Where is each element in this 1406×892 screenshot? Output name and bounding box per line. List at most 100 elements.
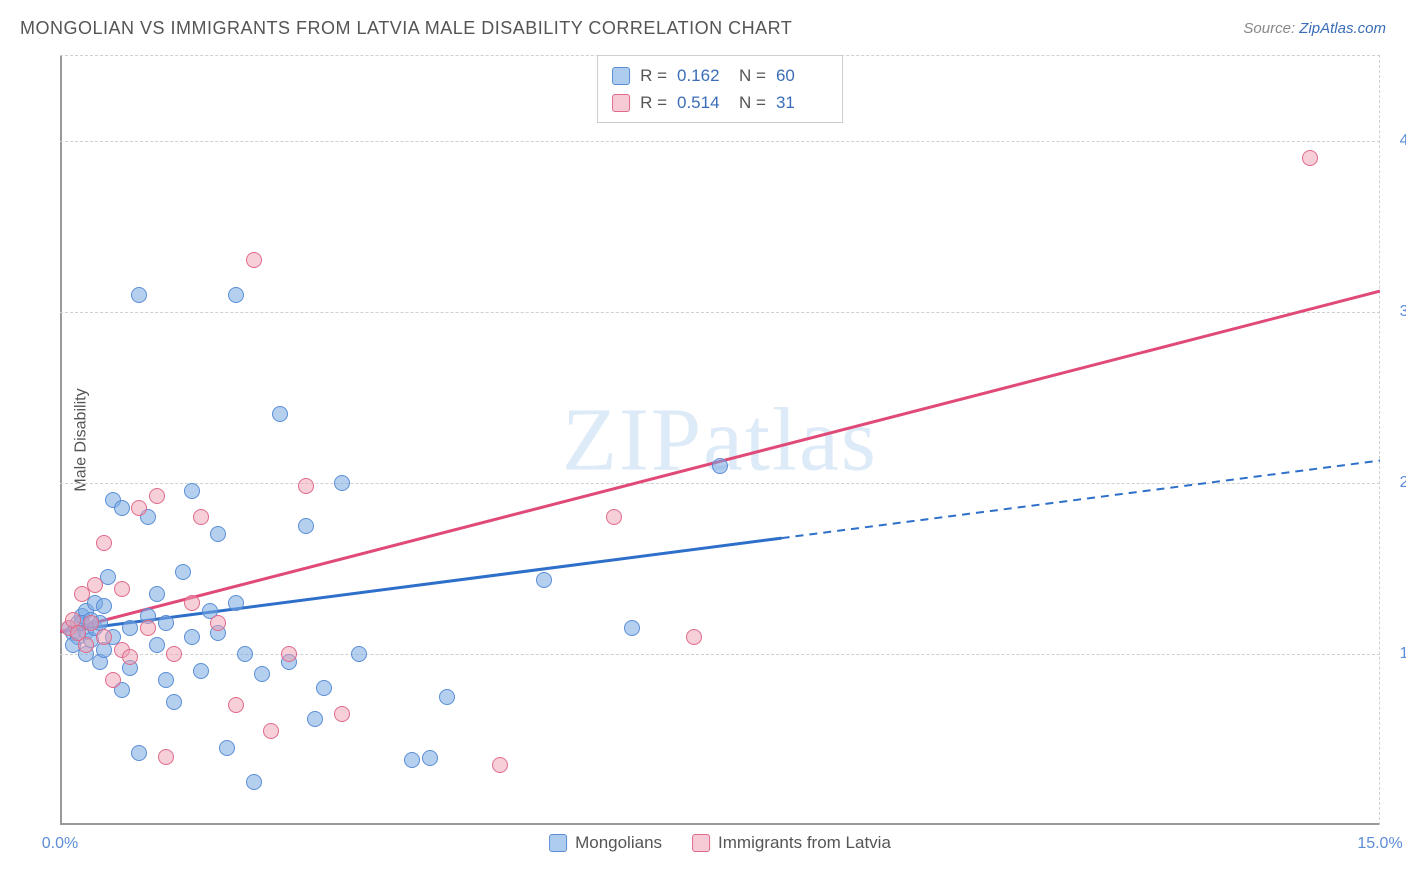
legend-stats-row: R = 0.514 N = 31 xyxy=(612,89,828,116)
data-point xyxy=(210,615,226,631)
scatter-plot: ZIPatlas R = 0.162 N = 60 R = 0.514 N = … xyxy=(60,55,1380,825)
watermark: ZIPatlas xyxy=(562,389,878,492)
data-point xyxy=(307,711,323,727)
data-point xyxy=(184,629,200,645)
legend-swatch-pink xyxy=(612,94,630,112)
data-point xyxy=(96,598,112,614)
data-point xyxy=(219,740,235,756)
data-point xyxy=(536,572,552,588)
data-point xyxy=(254,666,270,682)
chart-area: Male Disability ZIPatlas R = 0.162 N = 6… xyxy=(50,55,1380,825)
data-point xyxy=(263,723,279,739)
legend-stats: R = 0.162 N = 60 R = 0.514 N = 31 xyxy=(597,55,843,123)
data-point xyxy=(96,629,112,645)
legend-stats-row: R = 0.162 N = 60 xyxy=(612,62,828,89)
data-point xyxy=(83,615,99,631)
data-point xyxy=(334,706,350,722)
data-point xyxy=(298,478,314,494)
legend-r-value: 0.162 xyxy=(677,62,729,89)
data-point xyxy=(237,646,253,662)
chart-title: MONGOLIAN VS IMMIGRANTS FROM LATVIA MALE… xyxy=(20,18,792,39)
data-point xyxy=(184,483,200,499)
y-axis xyxy=(60,55,62,825)
legend-label: Mongolians xyxy=(575,833,662,853)
y-tick-label: 20.0% xyxy=(1400,474,1406,492)
data-point xyxy=(228,595,244,611)
data-point xyxy=(87,577,103,593)
legend-n-label: N = xyxy=(739,89,766,116)
data-point xyxy=(122,620,138,636)
data-point xyxy=(149,586,165,602)
y-tick-label: 30.0% xyxy=(1400,303,1406,321)
data-point xyxy=(422,750,438,766)
data-point xyxy=(114,581,130,597)
data-point xyxy=(158,672,174,688)
legend-series: Mongolians Immigrants from Latvia xyxy=(549,833,891,853)
legend-item: Mongolians xyxy=(549,833,662,853)
data-point xyxy=(492,757,508,773)
data-point xyxy=(175,564,191,580)
gridline-h xyxy=(60,141,1380,142)
data-point xyxy=(166,694,182,710)
data-point xyxy=(281,646,297,662)
x-tick-label: 0.0% xyxy=(42,835,78,853)
data-point xyxy=(131,745,147,761)
data-point xyxy=(1302,150,1318,166)
data-point xyxy=(158,615,174,631)
source-credit: Source: ZipAtlas.com xyxy=(1243,20,1386,37)
y-tick-label: 10.0% xyxy=(1400,645,1406,663)
legend-r-label: R = xyxy=(640,62,667,89)
y-tick-label: 40.0% xyxy=(1400,132,1406,150)
legend-swatch-blue xyxy=(612,67,630,85)
data-point xyxy=(166,646,182,662)
legend-n-value: 60 xyxy=(776,62,828,89)
data-point xyxy=(96,642,112,658)
data-point xyxy=(246,252,262,268)
data-point xyxy=(439,689,455,705)
data-point xyxy=(96,535,112,551)
gridline-h xyxy=(60,312,1380,313)
legend-r-value: 0.514 xyxy=(677,89,729,116)
data-point xyxy=(193,509,209,525)
data-point xyxy=(122,649,138,665)
data-point xyxy=(316,680,332,696)
data-point xyxy=(210,526,226,542)
data-point xyxy=(334,475,350,491)
legend-n-label: N = xyxy=(739,62,766,89)
data-point xyxy=(228,287,244,303)
data-point xyxy=(158,749,174,765)
gridline-h xyxy=(60,55,1380,56)
legend-swatch-pink xyxy=(692,834,710,852)
data-point xyxy=(193,663,209,679)
data-point xyxy=(149,637,165,653)
source-prefix: Source: xyxy=(1243,20,1299,37)
data-point xyxy=(114,500,130,516)
data-point xyxy=(272,406,288,422)
data-point xyxy=(606,509,622,525)
data-point xyxy=(686,629,702,645)
data-point xyxy=(351,646,367,662)
data-point xyxy=(624,620,640,636)
data-point xyxy=(131,287,147,303)
legend-item: Immigrants from Latvia xyxy=(692,833,891,853)
trendlines xyxy=(60,55,1380,825)
data-point xyxy=(140,620,156,636)
data-point xyxy=(228,697,244,713)
data-point xyxy=(184,595,200,611)
data-point xyxy=(131,500,147,516)
legend-label: Immigrants from Latvia xyxy=(718,833,891,853)
data-point xyxy=(149,488,165,504)
x-tick-label: 15.0% xyxy=(1357,835,1402,853)
data-point xyxy=(298,518,314,534)
gridline-v xyxy=(1379,55,1380,825)
source-link[interactable]: ZipAtlas.com xyxy=(1299,20,1386,37)
legend-swatch-blue xyxy=(549,834,567,852)
legend-r-label: R = xyxy=(640,89,667,116)
gridline-h xyxy=(60,483,1380,484)
data-point xyxy=(712,458,728,474)
legend-n-value: 31 xyxy=(776,89,828,116)
data-point xyxy=(78,637,94,653)
gridline-h xyxy=(60,654,1380,655)
data-point xyxy=(404,752,420,768)
data-point xyxy=(246,774,262,790)
